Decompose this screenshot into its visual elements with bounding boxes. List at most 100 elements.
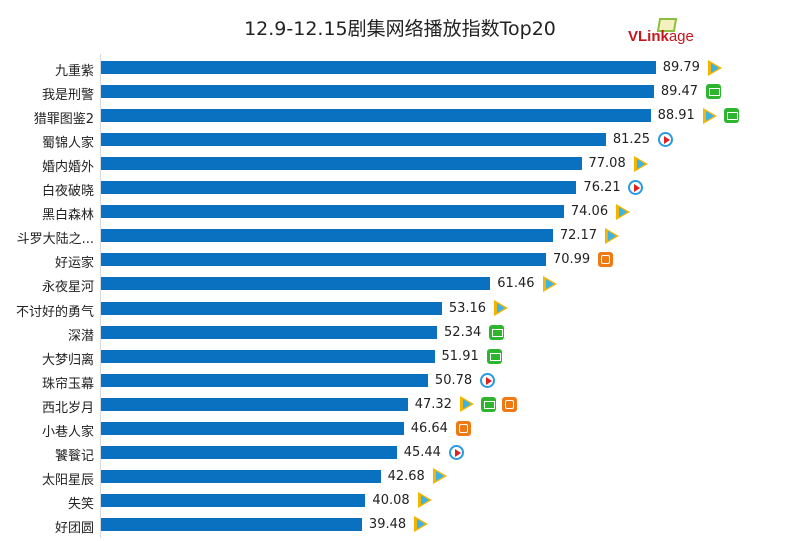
value-label: 89.47 [660,84,699,100]
tencent-video-icon [542,275,557,292]
bar-row: 西北岁月 47.32 [0,393,800,417]
bar-row: 斗罗大陆之... 72.17 [0,224,800,248]
tencent-video-icon [494,300,509,316]
value-label: 45.44 [403,444,441,460]
bar [101,397,408,411]
iqiyi-icon [486,348,502,364]
bar [101,85,654,99]
bar [101,277,491,291]
platform-icons [489,324,505,340]
bar [101,469,381,483]
bar-row: 婚内婚外 77.08 [0,152,800,176]
value-label: 46.64 [410,420,448,436]
mango-icon [501,396,517,412]
bar-row: 大梦归离 51.91 [0,345,800,369]
category-label: 九重紫 [54,64,94,79]
bar [101,253,546,267]
platform-icons [479,372,495,388]
tencent-video-icon [708,59,723,76]
tencent-icon [460,396,475,413]
platform-icons [460,396,517,413]
platform-icons [657,132,673,148]
bar [101,517,362,531]
platform-icons [634,155,649,172]
tencent-icon [634,155,648,172]
platform-icons [455,420,471,436]
category-label: 深潜 [67,328,94,344]
bar-row: 黑白森林 74.06 [0,200,800,224]
platform-icons [597,252,613,268]
value-label: 51.91 [441,348,479,364]
bar-row: 好运家 70.99 [0,248,800,272]
category-label: 失笑 [67,496,94,512]
bar [101,373,428,387]
youku-icon [479,372,495,388]
bar-row: 九重紫 89.79 [0,56,800,80]
bar-row: 猎罪图鉴2 88.91 [0,104,800,128]
bar [101,349,435,363]
bar-row: 好团圆 39.48 [0,513,800,537]
platform-icons [703,107,739,124]
value-label: 50.78 [434,372,473,388]
platform-icons [448,444,464,460]
category-label: 小巷人家 [41,424,94,440]
mango-icon [455,420,471,436]
tencent-video-icon [414,516,429,533]
platform-icons [542,275,557,292]
tencent-icon [417,492,432,509]
bar-row: 深潜 52.34 [0,321,800,345]
bar [101,229,553,243]
platform-icons [486,348,502,364]
value-label: 70.99 [552,252,591,268]
y-axis-line [100,54,101,538]
bar-row: 小巷人家 46.64 [0,417,800,441]
bar [101,181,577,195]
platform-icons [628,180,644,196]
bar-row: 珠帘玉幕 50.78 [0,369,800,393]
bar [101,421,404,435]
iqiyi-icon [489,324,505,340]
category-label: 好团圆 [54,520,94,536]
bar [101,157,582,171]
bar-row: 蜀锦人家 81.25 [0,128,800,152]
category-label: 黑白森林 [41,208,94,224]
tencent-icon [433,468,448,485]
category-label: 蜀锦人家 [41,136,94,152]
value-label: 88.91 [657,108,695,124]
platform-icons [616,203,631,220]
bar [101,61,656,74]
category-label: 饕餮记 [54,448,94,464]
platform-icons [417,492,432,509]
tencent-video-icon [616,203,631,220]
category-label: 太阳星辰 [41,472,94,488]
bar-row: 白夜破晓 76.21 [0,176,800,200]
category-label: 永夜星河 [41,280,94,296]
tencent-icon [494,300,509,316]
category-label: 婚内婚外 [41,160,94,176]
tencent-icon [708,59,723,76]
tencent-icon [542,275,557,292]
category-label: 西北岁月 [41,400,94,416]
bar [101,133,606,147]
value-label: 76.21 [583,180,621,196]
value-label: 77.08 [588,156,626,172]
bar-row: 永夜星河 61.46 [0,272,800,296]
value-label: 39.48 [368,516,407,532]
logo-wordmark: VLinkage [628,28,694,45]
bar [101,493,366,507]
category-label: 不讨好的勇气 [15,304,94,320]
bar-row: 失笑 40.08 [0,489,800,513]
value-label: 61.46 [497,276,535,292]
iqiyi-icon [723,108,739,124]
youku-icon [448,444,464,460]
platform-icons [705,84,721,100]
chart-title: 12.9-12.15剧集网络播放指数Top20 [244,18,556,40]
tencent-icon [703,107,718,124]
platform-icons [414,516,429,533]
tencent-icon [605,227,620,244]
value-label: 81.25 [612,132,651,148]
iqiyi-icon [480,396,496,412]
tencent-video-icon [703,107,718,124]
value-label: 52.34 [444,324,482,340]
bar [101,445,397,459]
